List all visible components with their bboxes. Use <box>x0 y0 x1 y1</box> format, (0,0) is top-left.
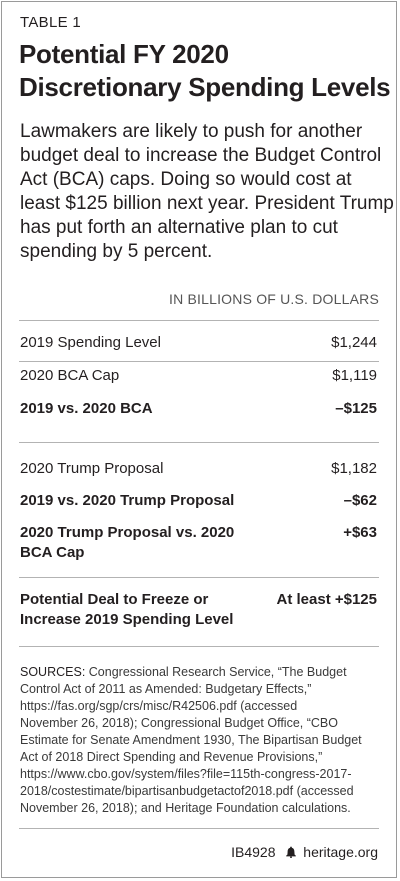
row-value: –$125 <box>335 400 377 417</box>
table-label: TABLE 1 <box>20 14 82 31</box>
sources-line: Control Act of 2011 as Amended: Budgetar… <box>20 682 312 696</box>
row-value: $1,119 <box>332 367 377 384</box>
sources-line: November 26, 2018); Congressional Budget… <box>20 716 338 730</box>
row-label: 2019 vs. 2020 Trump Proposal <box>20 491 234 511</box>
sources-text: Congressional Research Service, “The Bud… <box>85 665 347 679</box>
report-code: IB4928 <box>231 844 276 860</box>
row-label-line: 2019 Spending Level <box>20 334 161 351</box>
row-label-line: 2020 Trump Proposal <box>20 460 164 477</box>
intro-line: has put forth an alternative plan to cut <box>20 217 338 238</box>
sources-line: https://www.cbo.gov/system/files?file=11… <box>20 767 352 781</box>
divider <box>19 646 379 647</box>
intro-line: least $125 billion next year. President … <box>20 193 394 214</box>
intro-line: spending by 5 percent. <box>20 241 213 262</box>
divider <box>19 361 379 362</box>
row-label: 2020 Trump Proposal vs. 2020 BCA Cap <box>20 523 234 563</box>
row-value: $1,244 <box>331 334 377 351</box>
row-label-line: BCA Cap <box>20 544 85 561</box>
intro-line: budget deal to increase the Budget Contr… <box>20 145 382 166</box>
row-label-line: Increase 2019 Spending Level <box>20 611 234 628</box>
row-label: Potential Deal to Freeze or Increase 201… <box>20 590 233 630</box>
sources-line: SOURCES: Congressional Research Service,… <box>20 664 385 681</box>
divider <box>19 577 379 578</box>
divider <box>19 442 379 443</box>
sources-line: 2018/costestimate/bipartisanbudgetactof2… <box>20 784 354 798</box>
title-line: Potential FY 2020 <box>19 39 229 69</box>
page-title: Potential FY 2020 Discretionary Spending… <box>19 38 391 104</box>
row-value: $1,182 <box>331 460 377 477</box>
liberty-bell-icon <box>286 846 297 858</box>
row-value: +$63 <box>343 524 377 541</box>
intro-line: Lawmakers are likely to push for another <box>20 121 363 142</box>
row-value: –$62 <box>343 492 377 509</box>
title-line: Discretionary Spending Levels <box>19 72 391 102</box>
sources-prefix: SOURCES: <box>20 665 86 679</box>
sources-line: Estimate for Senate Amendment 1930, The … <box>20 733 362 747</box>
row-label: 2020 BCA Cap <box>20 366 119 386</box>
divider <box>19 828 379 829</box>
intro-paragraph: Lawmakers are likely to push for another… <box>20 120 394 264</box>
site-link[interactable]: heritage.org <box>303 844 378 860</box>
row-label-line: Potential Deal to Freeze or <box>20 591 209 608</box>
row-label-line: 2020 BCA Cap <box>20 367 120 384</box>
row-value: At least +$125 <box>276 591 377 608</box>
footer: IB4928 heritage.org <box>231 844 378 860</box>
sources-line: November 26, 2018); and Heritage Foundat… <box>20 801 351 815</box>
sources-note: SOURCES: Congressional Research Service,… <box>20 664 385 817</box>
row-label-line: 2019 vs. 2020 Trump Proposal <box>20 492 235 509</box>
sources-line: Act of 2018 Direct Spending and Revenue … <box>20 750 323 764</box>
row-label: 2019 Spending Level <box>20 333 161 353</box>
row-label: 2020 Trump Proposal <box>20 459 163 479</box>
unit-header: IN BILLIONS OF U.S. DOLLARS <box>168 291 379 307</box>
divider <box>19 320 379 321</box>
row-label-line: 2019 vs. 2020 BCA <box>20 400 153 417</box>
intro-line: Act (BCA) caps. Doing so would cost at <box>20 169 352 190</box>
row-label: 2019 vs. 2020 BCA <box>20 399 153 419</box>
sources-line: https://fas.org/sgp/crs/misc/R42506.pdf … <box>20 699 298 713</box>
row-label-line: 2020 Trump Proposal vs. 2020 <box>20 524 235 541</box>
